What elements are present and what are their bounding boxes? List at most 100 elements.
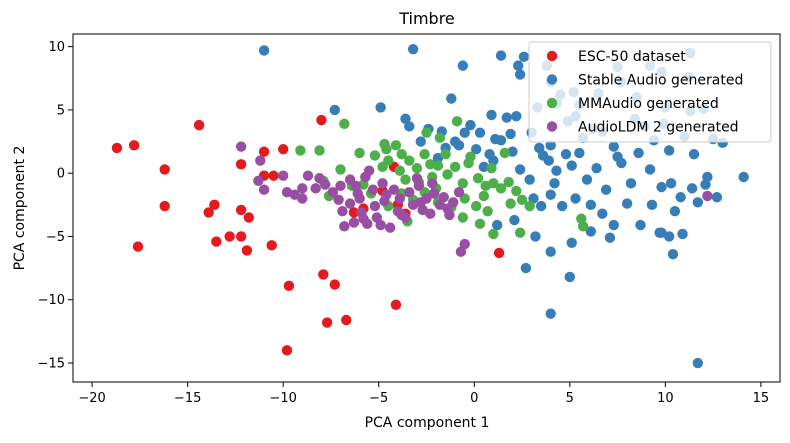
legend-label: AudioLDM 2 generated (578, 120, 739, 136)
point-stable-audio-generated (566, 237, 577, 248)
point-stable-audio-generated (505, 128, 516, 140)
x-axis: −20 −15 −10 −5 0 5 10 15 (78, 382, 769, 406)
point-audioldm-2-generated (428, 188, 440, 199)
point-audioldm-2-generated (396, 209, 407, 221)
point-mmaudio-generated (451, 116, 463, 127)
legend-box (528, 41, 772, 143)
point-mmaudio-generated (577, 221, 589, 232)
point-audioldm-2-generated (438, 192, 449, 203)
point-esc-50-dataset (318, 269, 329, 280)
x-tick-label: 10 (657, 391, 674, 406)
x-axis-label: PCA component 1 (365, 415, 490, 431)
point-audioldm-2-generated (344, 198, 356, 209)
point-stable-audio-generated (560, 149, 572, 160)
point-stable-audio-generated (465, 119, 476, 131)
point-mmaudio-generated (369, 150, 381, 161)
point-audioldm-2-generated (327, 186, 339, 198)
point-stable-audio-generated (585, 199, 597, 211)
point-esc-50-dataset (211, 236, 222, 247)
point-stable-audio-generated (509, 214, 520, 226)
point-audioldm-2-generated (352, 188, 363, 199)
point-stable-audio-generated (470, 143, 482, 155)
y-tick-label: −15 (38, 357, 65, 372)
point-esc-50-dataset (209, 199, 220, 211)
point-stable-audio-generated (486, 109, 497, 121)
point-stable-audio-generated (585, 226, 597, 237)
point-stable-audio-generated (484, 149, 495, 160)
point-stable-audio-generated (511, 111, 522, 122)
point-stable-audio-generated (633, 147, 644, 159)
point-stable-audio-generated (566, 160, 577, 171)
point-mmaudio-generated (440, 149, 451, 160)
point-audioldm-2-generated (442, 203, 453, 214)
point-esc-50-dataset (390, 299, 402, 311)
point-stable-audio-generated (574, 147, 585, 159)
point-audioldm-2-generated (363, 165, 375, 176)
point-mmaudio-generated (339, 118, 350, 130)
point-mmaudio-generated (482, 205, 493, 217)
point-stable-audio-generated (644, 164, 656, 175)
point-mmaudio-generated (381, 143, 392, 155)
point-audioldm-2-generated (377, 178, 388, 189)
point-stable-audio-generated (545, 140, 556, 151)
point-stable-audio-generated (492, 219, 503, 231)
point-audioldm-2-generated (258, 184, 270, 195)
point-esc-50-dataset (235, 159, 247, 170)
point-stable-audio-generated (535, 200, 547, 212)
point-mmaudio-generated (463, 157, 474, 169)
point-stable-audio-generated (738, 171, 749, 183)
point-mmaudio-generated (488, 228, 499, 240)
point-esc-50-dataset (316, 114, 327, 126)
point-audioldm-2-generated (333, 194, 344, 205)
point-stable-audio-generated (700, 179, 711, 190)
point-esc-50-dataset (281, 345, 293, 356)
point-audioldm-2-generated (358, 213, 369, 224)
point-audioldm-2-generated (337, 205, 348, 217)
point-stable-audio-generated (616, 157, 627, 169)
point-stable-audio-generated (564, 271, 576, 283)
point-stable-audio-generated (581, 174, 593, 185)
y-axis-label: PCA component 2 (12, 146, 28, 271)
point-stable-audio-generated (669, 205, 681, 217)
point-audioldm-2-generated (320, 179, 331, 190)
legend-marker (546, 121, 558, 132)
point-audioldm-2-generated (369, 200, 381, 212)
point-mmaudio-generated (472, 173, 484, 184)
point-esc-50-dataset (241, 245, 253, 256)
point-audioldm-2-generated (388, 184, 400, 195)
legend-label: Stable Audio generated (578, 73, 743, 89)
point-audioldm-2-generated (415, 197, 426, 208)
point-esc-50-dataset (159, 164, 170, 175)
point-audioldm-2-generated (375, 219, 386, 231)
point-audioldm-2-generated (394, 193, 405, 204)
point-stable-audio-generated (375, 102, 386, 113)
point-audioldm-2-generated (367, 184, 379, 195)
point-esc-50-dataset (493, 247, 505, 259)
point-mmaudio-generated (377, 161, 388, 173)
point-mmaudio-generated (514, 227, 526, 238)
point-mmaudio-generated (442, 169, 453, 180)
point-stable-audio-generated (329, 104, 340, 116)
point-mmaudio-generated (499, 147, 511, 159)
point-esc-50-dataset (341, 314, 352, 326)
point-mmaudio-generated (434, 132, 446, 143)
point-mmaudio-generated (425, 159, 436, 170)
point-stable-audio-generated (635, 219, 646, 231)
legend-marker (546, 50, 558, 62)
point-stable-audio-generated (597, 208, 608, 219)
point-stable-audio-generated (453, 140, 465, 151)
point-audioldm-2-generated (381, 189, 392, 200)
point-stable-audio-generated (646, 199, 658, 211)
y-tick-label: 10 (48, 40, 65, 55)
point-audioldm-2-generated (235, 141, 247, 152)
point-mmaudio-generated (505, 198, 516, 209)
point-audioldm-2-generated (384, 222, 396, 233)
y-tick-label: −10 (38, 293, 65, 308)
point-stable-audio-generated (474, 127, 486, 138)
point-stable-audio-generated (556, 200, 568, 212)
y-tick-label: 5 (57, 103, 65, 118)
point-stable-audio-generated (407, 43, 419, 55)
y-axis: −15 −10 −5 0 5 10 (38, 40, 73, 372)
point-audioldm-2-generated (335, 180, 346, 192)
point-stable-audio-generated (495, 50, 507, 61)
